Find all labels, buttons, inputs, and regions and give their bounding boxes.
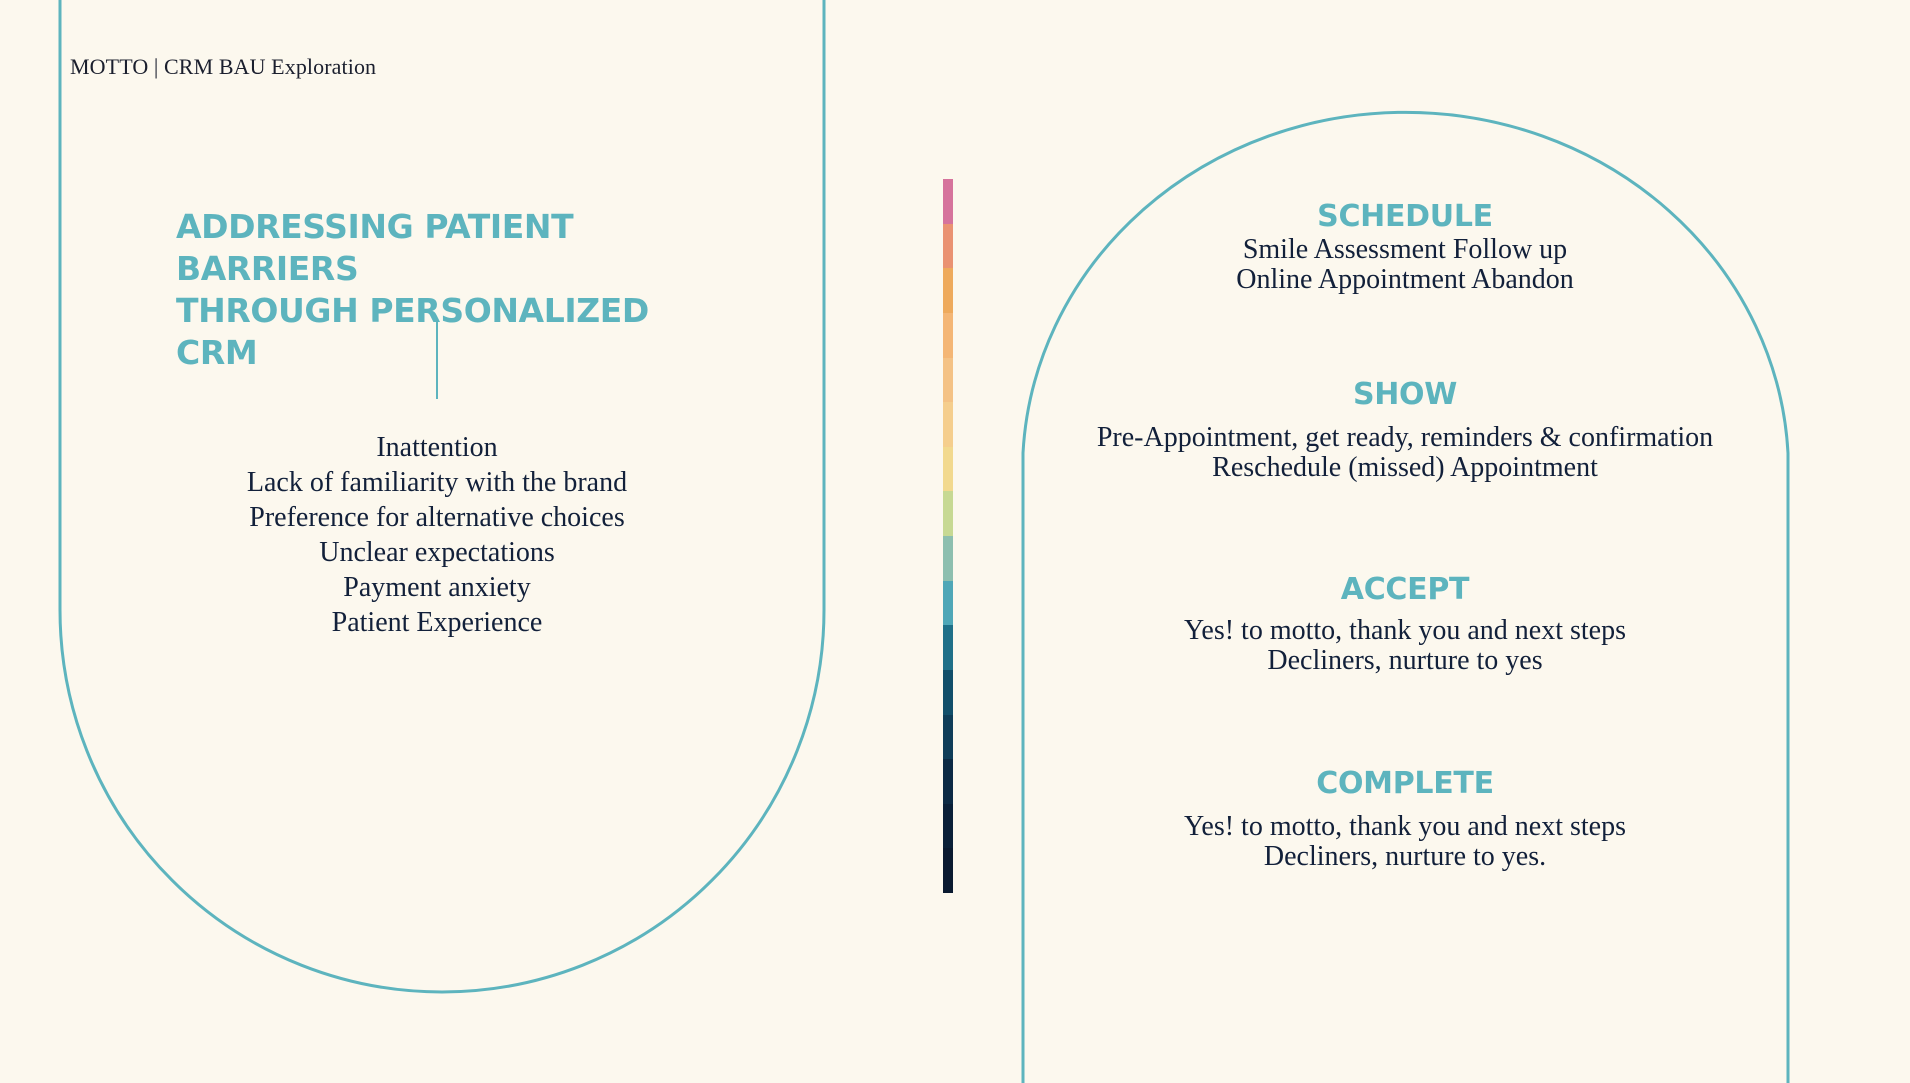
page-title: ADDRESSING PATIENT BARRIERS THROUGH PERS… bbox=[176, 206, 736, 374]
stage-title: SHOW bbox=[1352, 377, 1458, 412]
barrier-item: Lack of familiarity with the brand bbox=[246, 467, 628, 498]
page-title-line-2: THROUGH PERSONALIZED CRM bbox=[176, 291, 649, 372]
gradient-segment bbox=[943, 402, 953, 447]
stage-line: Online Appointment Abandon bbox=[1236, 264, 1574, 295]
stage-line: Decliners, nurture to yes. bbox=[1263, 841, 1547, 872]
stage-line: Yes! to motto, thank you and next steps bbox=[1183, 615, 1627, 646]
stage-title: ACCEPT bbox=[1340, 572, 1470, 607]
stage-line: Yes! to motto, thank you and next steps bbox=[1183, 811, 1627, 842]
gradient-segment bbox=[943, 268, 953, 313]
right-arch-outline bbox=[1021, 110, 1790, 1083]
gradient-segment bbox=[943, 714, 953, 760]
gradient-divider-bar bbox=[943, 179, 953, 893]
gradient-segment bbox=[943, 312, 953, 358]
page-title-line-1: ADDRESSING PATIENT BARRIERS bbox=[176, 207, 574, 288]
gradient-segment bbox=[943, 491, 953, 536]
barrier-item: Patient Experience bbox=[331, 607, 543, 638]
barrier-item: Preference for alternative choices bbox=[249, 502, 625, 533]
stage-complete: COMPLETE Yes! to motto, thank you and ne… bbox=[1030, 766, 1780, 872]
stage-line: Smile Assessment Follow up bbox=[1242, 234, 1568, 265]
gradient-segment bbox=[943, 803, 953, 849]
gradient-segment bbox=[943, 536, 953, 581]
gradient-segment bbox=[943, 179, 953, 224]
stage-line: Reschedule (missed) Appointment bbox=[1212, 452, 1598, 483]
left-arch-outline bbox=[58, 0, 826, 994]
stage-accept: ACCEPT Yes! to motto, thank you and next… bbox=[1030, 572, 1780, 676]
stage-schedule: SCHEDULE Smile Assessment Follow up Onli… bbox=[1030, 199, 1780, 295]
stage-line: Decliners, nurture to yes bbox=[1267, 645, 1543, 676]
document-header: MOTTO | CRM BAU Exploration bbox=[70, 54, 377, 79]
barrier-item: Inattention bbox=[376, 432, 498, 463]
stage-title: SCHEDULE bbox=[1317, 199, 1493, 234]
gradient-segment bbox=[943, 223, 953, 269]
gradient-segment bbox=[943, 759, 953, 804]
barrier-list: Inattention Lack of familiarity with the… bbox=[137, 430, 737, 640]
stage-title: COMPLETE bbox=[1316, 766, 1494, 801]
stage-show: SHOW Pre-Appointment, get ready, reminde… bbox=[1030, 377, 1780, 483]
gradient-segment bbox=[943, 669, 953, 715]
gradient-segment bbox=[943, 625, 953, 670]
gradient-segment bbox=[943, 446, 953, 492]
barrier-item: Unclear expectations bbox=[319, 537, 555, 568]
gradient-segment bbox=[943, 357, 953, 403]
gradient-segment bbox=[943, 848, 953, 893]
gradient-segment bbox=[943, 580, 953, 626]
barrier-item: Payment anxiety bbox=[343, 572, 531, 603]
stage-line: Pre-Appointment, get ready, reminders & … bbox=[1096, 422, 1714, 453]
